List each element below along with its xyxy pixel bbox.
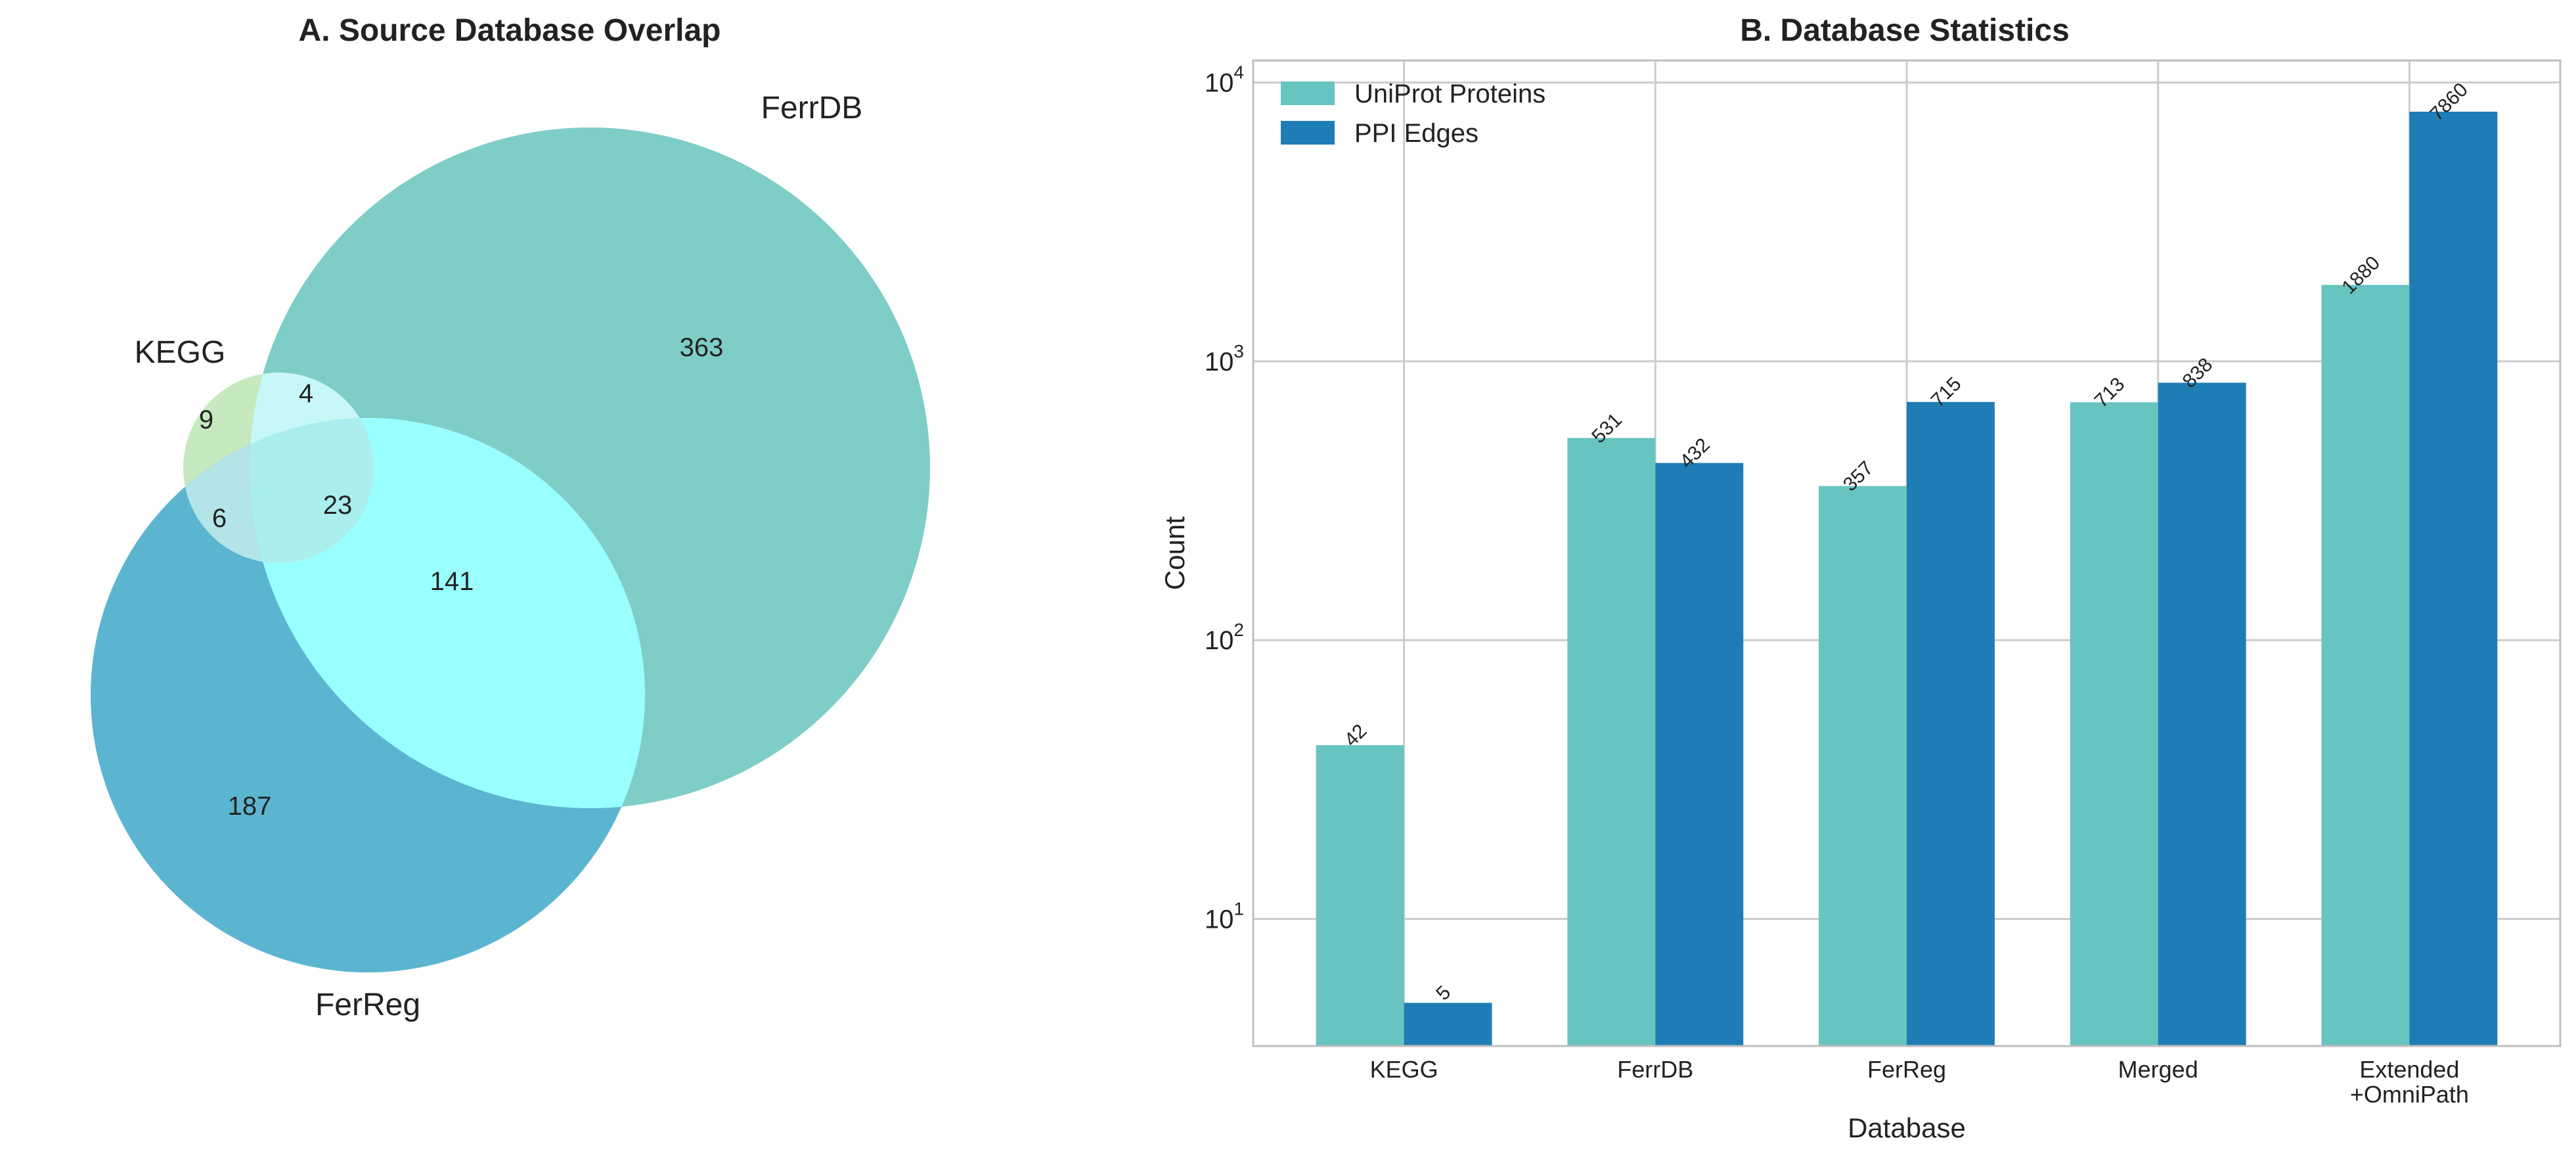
- bar-uniprot-proteins-merged: [2070, 402, 2158, 1046]
- bar-uniprot-proteins-ferrdb: [1567, 438, 1656, 1046]
- venn-region-count-kegg: 9: [199, 405, 213, 434]
- legend-label-ppi-edges: PPI Edges: [1354, 119, 1478, 148]
- bar-ppi-edges-ferreg: [1907, 401, 1995, 1046]
- x-tick-label-kegg: KEGG: [1370, 1056, 1438, 1083]
- venn-set-label-ferreg: FerReg: [315, 988, 420, 1022]
- venn-set-label-kegg: KEGG: [135, 335, 226, 370]
- y-tick-label: 101: [1205, 899, 1244, 934]
- bar-ppi-edges-extended-omnipath: [2409, 111, 2498, 1047]
- venn-labels: FerrDB KEGG FerReg 363 9 187 4 6 141 23: [135, 91, 863, 1022]
- legend-label-uniprot-proteins: UniProt Proteins: [1354, 80, 1545, 108]
- venn-set-label-ferrdb: FerrDB: [761, 91, 863, 125]
- x-tick-label-ferreg: FerReg: [1867, 1056, 1946, 1083]
- bar-uniprot-proteins-ferreg: [1819, 486, 1907, 1046]
- bar-uniprot-proteins-kegg: [1316, 745, 1404, 1046]
- venn-title: A. Source Database Overlap: [299, 13, 721, 48]
- bar-uniprot-proteins-extended-omnipath: [2321, 285, 2410, 1047]
- legend: UniProt Proteins PPI Edges: [1281, 80, 1545, 148]
- venn-region-count-ferrdb-ferreg: 141: [430, 567, 474, 596]
- bar-panel: B. Database Statistics 101 102 103 104 KEGG F…: [1159, 13, 2562, 1143]
- bar-ppi-edges-kegg: [1404, 1003, 1492, 1046]
- y-tick-label: 104: [1205, 62, 1244, 98]
- plot-frame: [1252, 59, 2562, 1047]
- venn-region-count-ferreg: 187: [228, 792, 272, 821]
- x-tick-label-merged: Merged: [2118, 1056, 2198, 1083]
- x-tick-label-ferrdb: FerrDB: [1617, 1056, 1693, 1083]
- legend-swatch-ppi-edges: [1281, 121, 1335, 145]
- bar-value-label: 5: [1432, 982, 1455, 1005]
- x-tick-label-extended-omnipath: Extended +OmniPath: [2350, 1056, 2469, 1108]
- bar-ppi-edges-ferrdb: [1655, 463, 1744, 1046]
- bar-series: [1316, 111, 2498, 1047]
- venn-overlap-ferrdb-ferreg: [250, 418, 645, 808]
- venn-region-count-kegg-ferrdb: 4: [299, 379, 313, 408]
- venn-shapes: [91, 127, 930, 972]
- venn-region-count-ferrdb: 363: [680, 333, 724, 362]
- y-axis-label: Count: [1159, 516, 1190, 590]
- venn-region-count-kegg-ferreg: 6: [212, 504, 227, 533]
- legend-swatch-uniprot-proteins: [1281, 81, 1335, 105]
- bar-title: B. Database Statistics: [1740, 13, 2070, 48]
- venn-panel: A. Source Database Overlap FerrDBKEGGFer…: [91, 13, 930, 1022]
- y-tick-label: 102: [1205, 620, 1244, 655]
- bar-tick-labels: 101 102 103 104 KEGG FerrDB FerReg Merged Extend…: [1205, 62, 2469, 1108]
- bar-ppi-edges-merged: [2158, 382, 2246, 1046]
- x-axis-label: Database: [1848, 1112, 1966, 1143]
- y-tick-label: 103: [1205, 341, 1244, 376]
- venn-region-count-kegg-ferrdb-ferreg: 23: [323, 491, 353, 520]
